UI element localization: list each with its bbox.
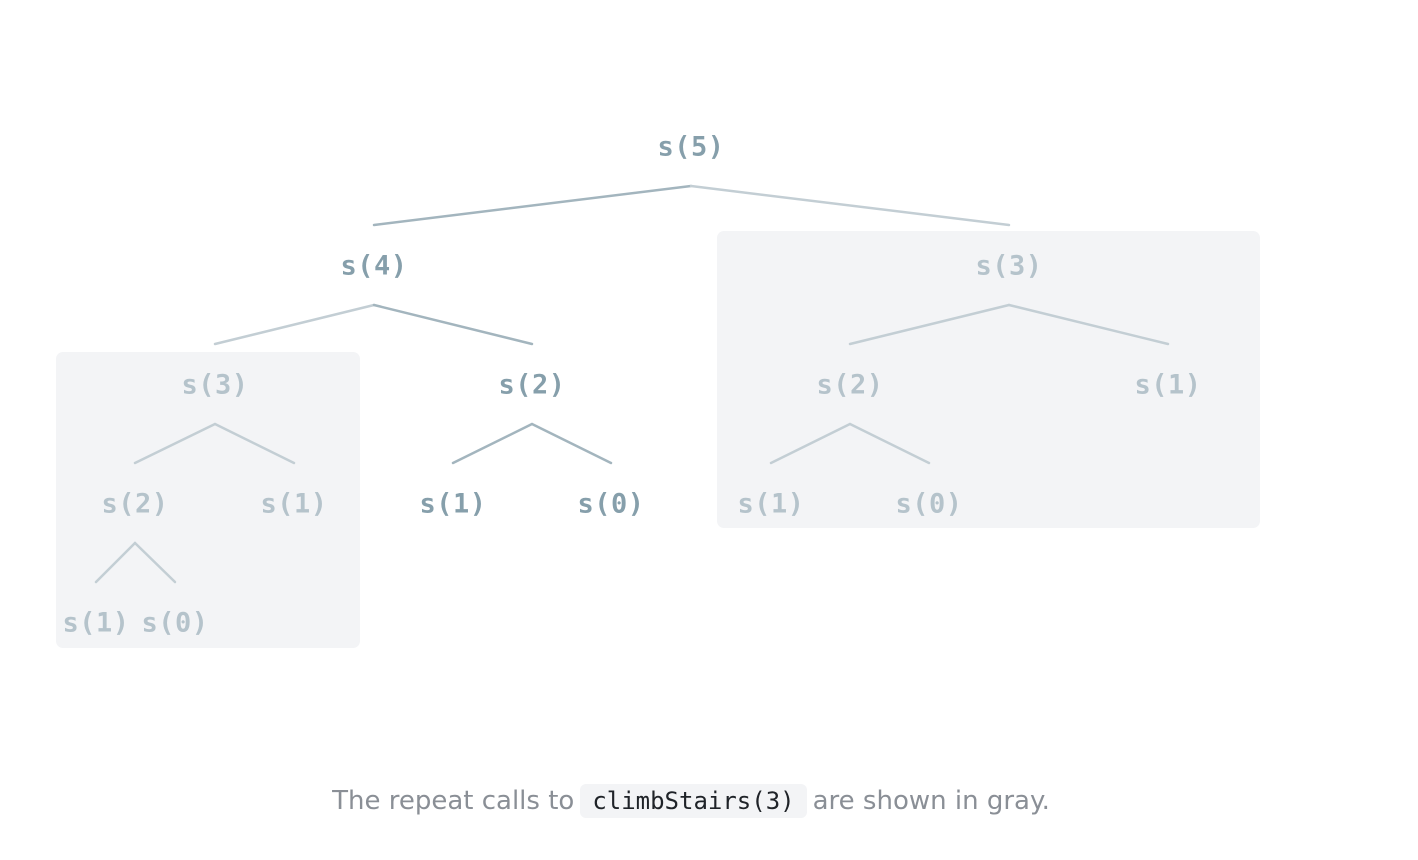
edge-n5-n3r bbox=[689, 184, 1011, 227]
tree-node-n0rr: s(0) bbox=[895, 488, 963, 520]
caption-text-before: The repeat calls to bbox=[332, 786, 575, 816]
edge-n2r-n1rr bbox=[769, 422, 852, 465]
tree-node-n1ll: s(1) bbox=[62, 607, 130, 639]
edge-n3r-n1r bbox=[1007, 303, 1170, 346]
edge-n2r-n0rr bbox=[848, 422, 931, 465]
tree-node-n1rr: s(1) bbox=[737, 488, 805, 520]
tree-node-n1l: s(1) bbox=[260, 488, 328, 520]
edge-n5-n4 bbox=[372, 184, 693, 227]
edge-n3l-n1l bbox=[213, 422, 296, 465]
tree-node-n5: s(5) bbox=[657, 131, 725, 163]
edge-n3r-n2r bbox=[848, 303, 1011, 346]
repeat-subtree-highlight-left bbox=[56, 352, 360, 648]
tree-node-n2m: s(2) bbox=[498, 369, 566, 401]
tree-node-n1m: s(1) bbox=[419, 488, 487, 520]
edge-n2l-n0ll bbox=[133, 541, 177, 584]
caption-code: climbStairs(3) bbox=[580, 784, 807, 818]
edge-n3l-n2l bbox=[133, 422, 217, 465]
tree-node-n2r: s(2) bbox=[816, 369, 884, 401]
edge-n4-n2m bbox=[372, 303, 534, 346]
tree-node-n1r: s(1) bbox=[1134, 369, 1202, 401]
edge-n4-n3l bbox=[213, 303, 376, 346]
edge-n2l-n1ll bbox=[94, 541, 137, 584]
tree-node-n2l: s(2) bbox=[101, 488, 169, 520]
tree-node-n4: s(4) bbox=[340, 250, 408, 282]
tree-node-n0m: s(0) bbox=[577, 488, 645, 520]
edge-n2m-n0m bbox=[530, 422, 613, 465]
caption: The repeat calls to climbStairs(3) are sho… bbox=[0, 784, 1382, 818]
repeat-subtree-highlight-right bbox=[717, 231, 1260, 528]
tree-edges bbox=[94, 184, 1170, 584]
tree-node-n3r: s(3) bbox=[975, 250, 1043, 282]
tree-node-n0ll: s(0) bbox=[141, 607, 209, 639]
caption-text-after: are shown in gray. bbox=[812, 786, 1050, 816]
edge-n2m-n1m bbox=[451, 422, 534, 465]
tree-node-n3l: s(3) bbox=[181, 369, 249, 401]
